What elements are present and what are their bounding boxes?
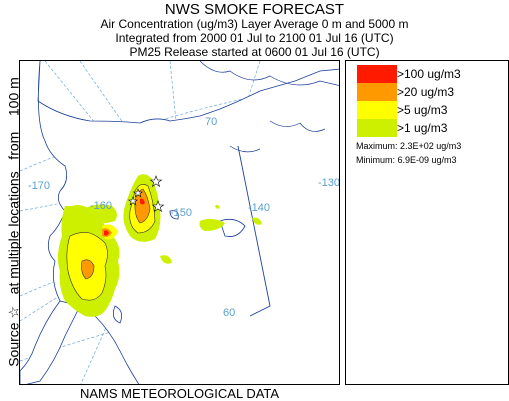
lon-label-1: -170 [28,180,50,192]
source-star-1 [149,175,163,188]
maximum-value: Maximum: 2.3E+02 ug/m3 [356,141,462,151]
legend-label-gt1: >1 ug/m3 [397,121,448,135]
lat-label-1: 70 [205,116,217,128]
forecast-title: NWS SMOKE FORECAST [164,1,345,18]
concentration-subtitle: Air Concentration (ug/m3) Layer Average … [100,17,409,31]
source-star-3 [132,188,144,198]
legend-item-gt20: >20 ug/m3 [357,83,502,101]
integration-period: Integrated from 2000 01 Jul to 2100 01 J… [115,31,394,45]
longitude-labels: -170 -160 -150 -140 -130 70 60 [28,116,340,319]
legend-panel: >100 ug/m3 >20 ug/m3 >5 ug/m3 >1 ug/m3 M… [345,60,509,385]
arctic-coast [199,61,339,153]
map-canvas: -170 -160 -150 -140 -130 70 60 [20,61,340,384]
legend-item-gt100: >100 ug/m3 [357,65,502,83]
border-line [237,145,271,317]
legend-swatch-gt1 [357,119,397,137]
smoke-map: -170 -160 -150 -140 -130 70 60 [19,60,340,385]
release-start: PM25 Release started at 0600 01 Jul 16 (… [129,45,380,59]
source-star-2 [151,200,165,213]
lon-label-4: -140 [248,202,270,214]
lon-label-2: -160 [90,200,112,212]
legend-swatch-gt20 [357,83,397,101]
lat-label-2: 60 [223,307,235,319]
data-source-label: NAMS METEOROLOGICAL DATA [79,386,280,401]
lon-label-3: -150 [170,207,192,219]
legend-label-gt5: >5 ug/m3 [397,103,448,117]
smoke-gt100 [104,198,145,236]
source-stars [127,175,165,213]
contour-lines [66,184,156,301]
legend-item-gt5: >5 ug/m3 [357,101,502,119]
lon-label-5: -130 [318,177,340,189]
source-star-4 [127,196,139,206]
legend-swatch-gt5 [357,101,397,119]
minimum-value: Minimum: 6.9E-09 ug/m3 [356,155,457,165]
legend-label-gt20: >20 ug/m3 [397,85,455,99]
legend-swatch-gt100 [357,65,397,83]
coastline [20,61,339,384]
legend-item-gt1: >1 ug/m3 [357,119,502,137]
legend-label-gt100: >100 ug/m3 [397,67,461,81]
